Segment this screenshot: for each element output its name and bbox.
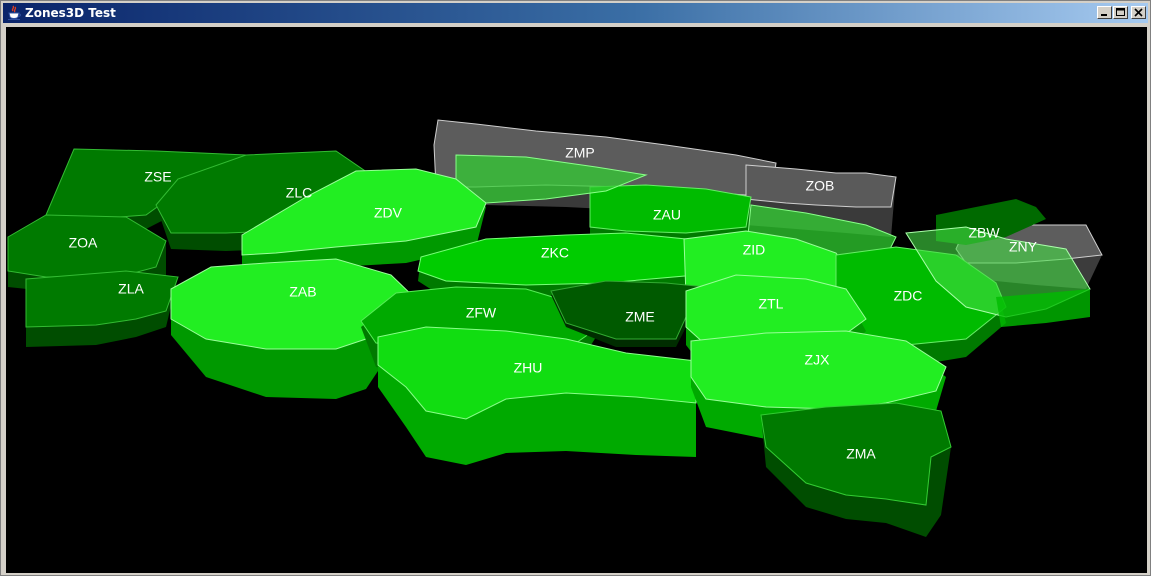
zone-map[interactable]: ZMP ZOB ZSE ZLC ZDV ZAU ZBW ZNY ZOA ZKC …	[6, 27, 1147, 573]
zone-shape-zab[interactable]	[170, 258, 417, 399]
zone-shape-zdv[interactable]	[241, 168, 487, 273]
window-title: Zones3D Test	[25, 6, 116, 20]
java-cup-icon	[6, 5, 22, 21]
zone-label-zdc: ZDC	[894, 288, 923, 304]
zone-shape-zla[interactable]	[25, 270, 179, 347]
zone-label-zlc: ZLC	[286, 185, 312, 201]
zone-shape-east-translucent	[905, 226, 1091, 327]
zone-label-zme: ZME	[625, 309, 655, 325]
zone-label-zid: ZID	[743, 242, 766, 258]
zone-label-zob: ZOB	[806, 178, 835, 194]
zone-label-zhu: ZHU	[514, 360, 543, 376]
zone-label-zkc: ZKC	[541, 245, 569, 261]
zone-label-zny: ZNY	[1009, 239, 1038, 255]
zone-label-zla: ZLA	[118, 281, 144, 297]
zone-shape-zme[interactable]	[550, 280, 728, 347]
zones-3d-viewport[interactable]: ZMP ZOB ZSE ZLC ZDV ZAU ZBW ZNY ZOA ZKC …	[6, 27, 1147, 573]
zone-label-zmp: ZMP	[565, 145, 595, 161]
title-bar[interactable]: Zones3D Test	[3, 3, 1148, 23]
zone-label-zse: ZSE	[144, 169, 171, 185]
zone-shape-zhu[interactable]	[377, 326, 697, 465]
zone-label-zau: ZAU	[653, 207, 681, 223]
minimize-icon	[1101, 14, 1107, 16]
zone-label-zjx: ZJX	[805, 352, 831, 368]
zone-label-zma: ZMA	[846, 446, 876, 462]
close-button[interactable]	[1131, 6, 1146, 19]
zone-label-zab: ZAB	[289, 284, 316, 300]
zone-label-zfw: ZFW	[466, 305, 497, 321]
zone-label-ztl: ZTL	[759, 296, 784, 312]
zone-label-zoa: ZOA	[69, 235, 98, 251]
maximize-button[interactable]	[1113, 6, 1128, 19]
minimize-button[interactable]	[1097, 6, 1112, 19]
zone-label-zbw: ZBW	[968, 225, 1000, 241]
zone-label-zdv: ZDV	[374, 205, 403, 221]
zone-shape-zma[interactable]	[760, 402, 952, 537]
maximize-icon	[1116, 8, 1125, 16]
close-icon	[1134, 8, 1143, 17]
